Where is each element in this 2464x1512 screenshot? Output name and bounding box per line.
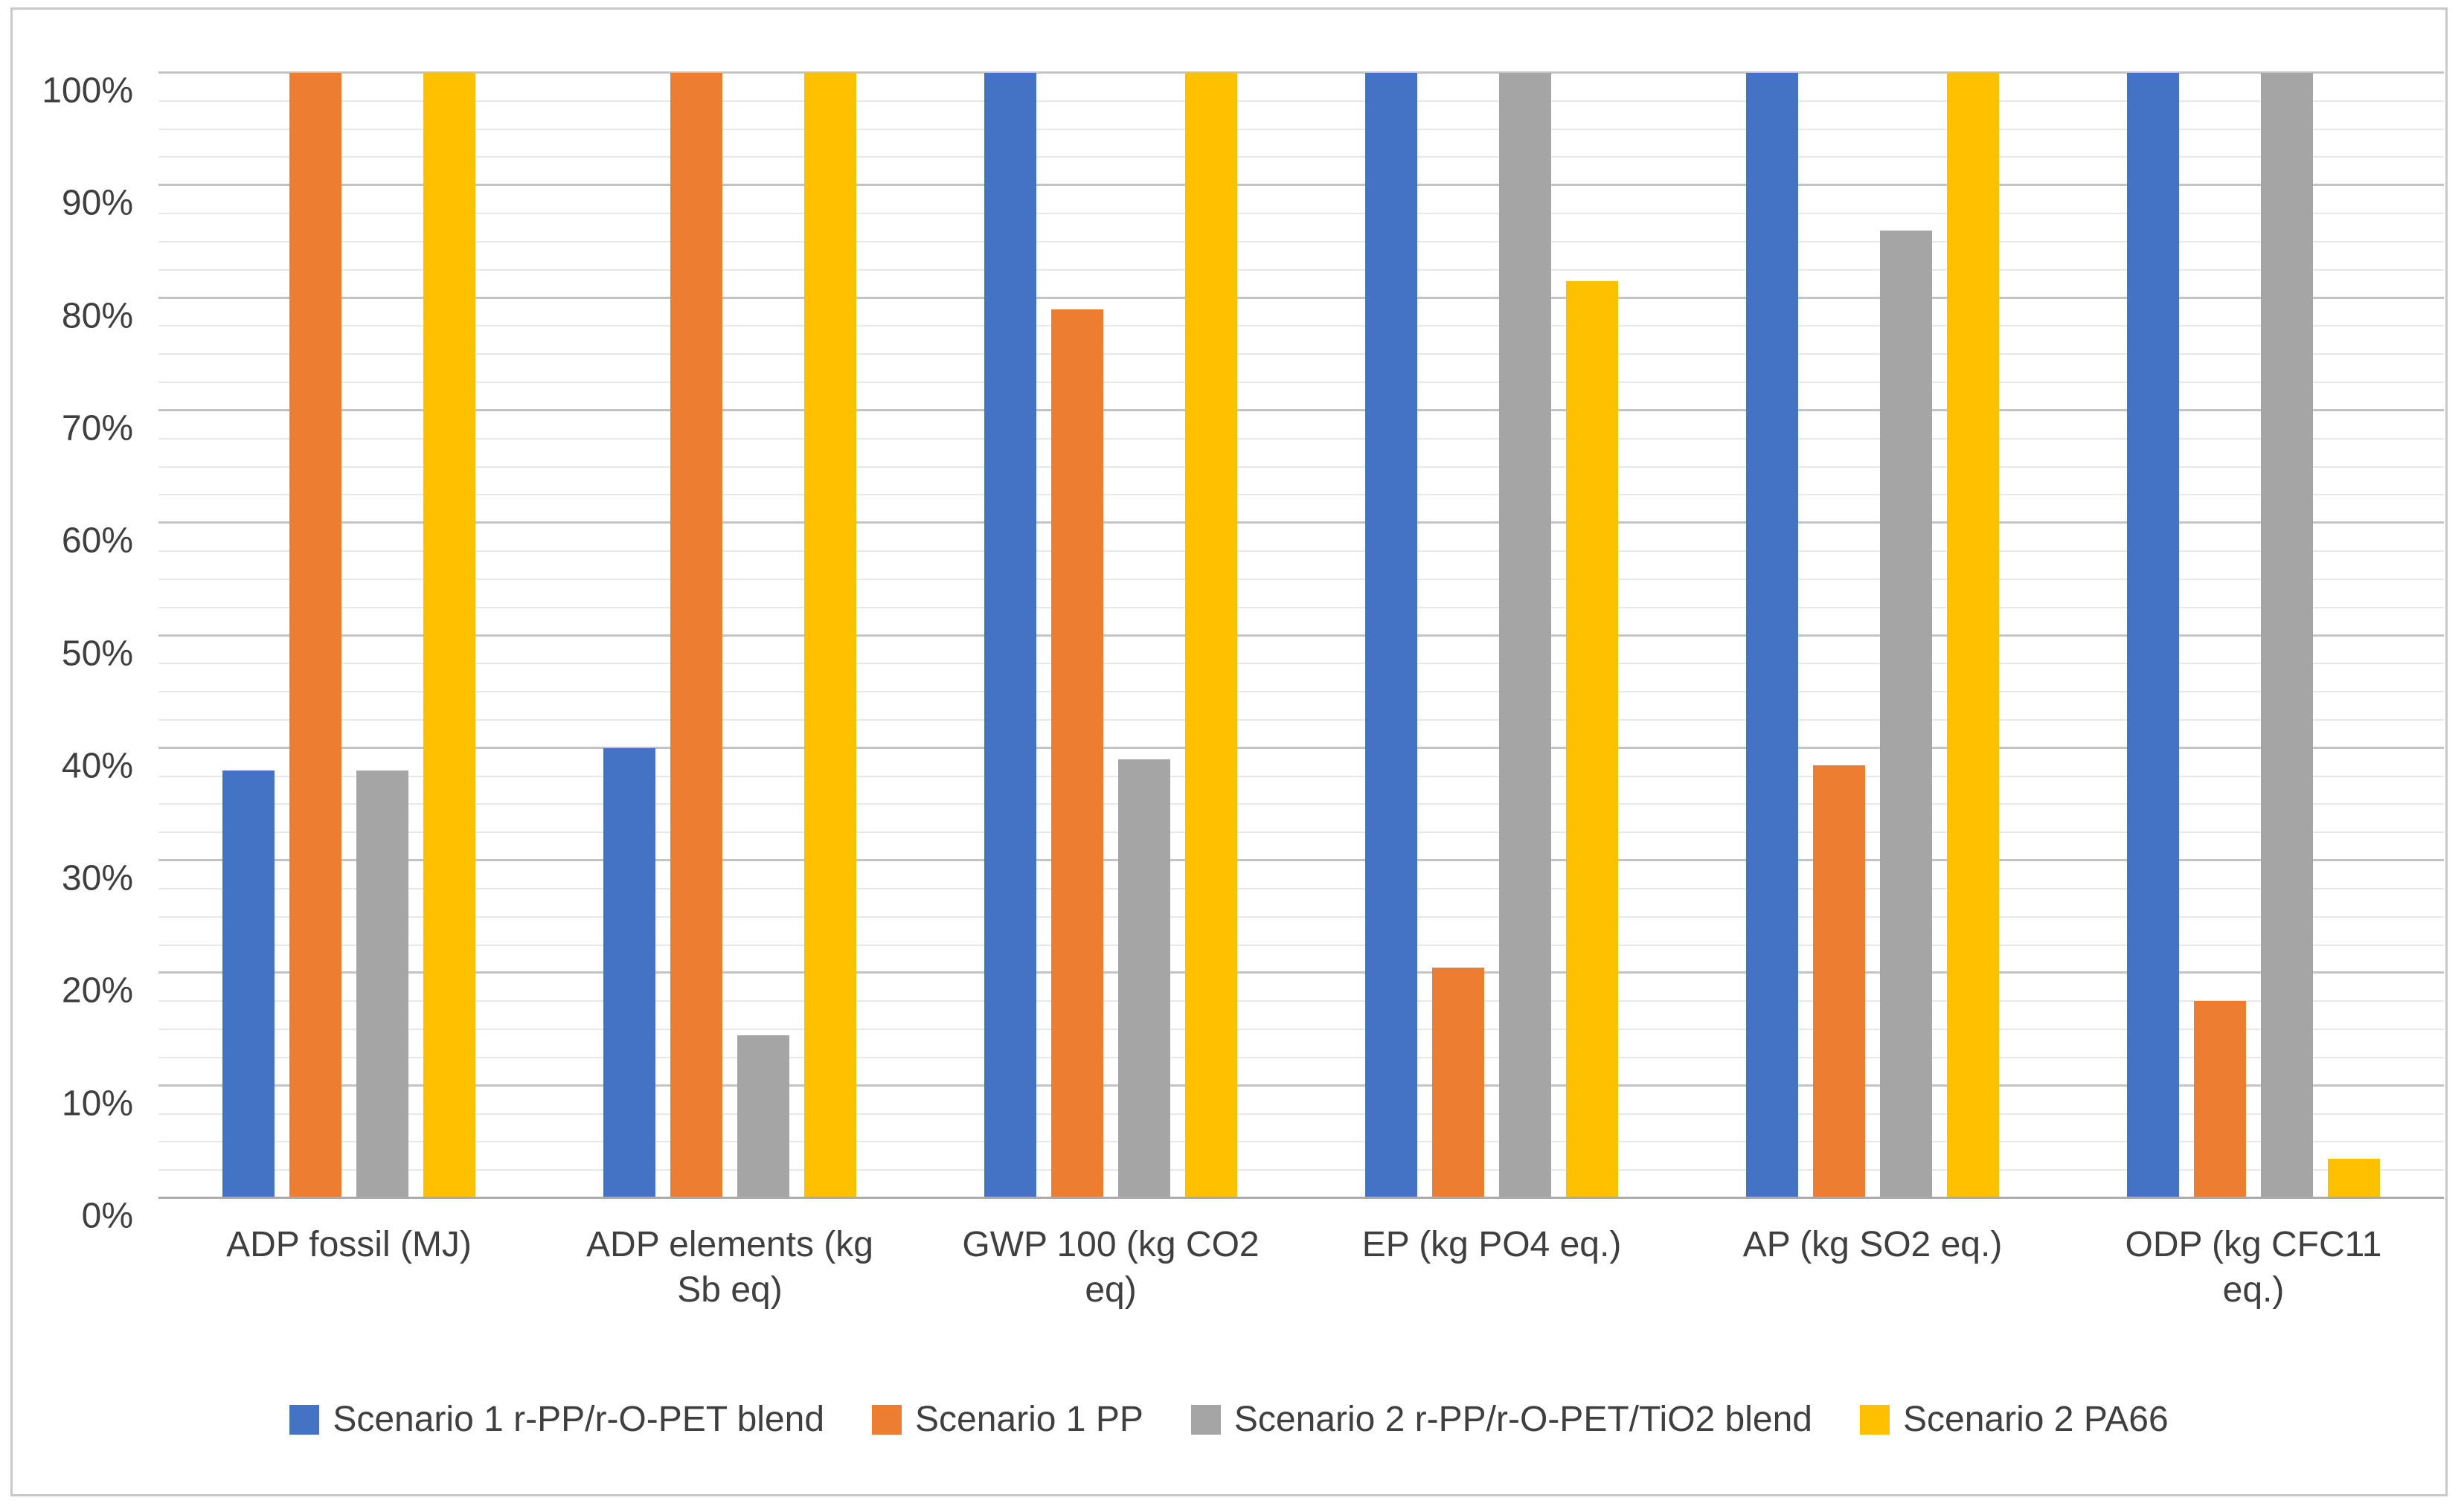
bar — [423, 73, 475, 1198]
bar — [1185, 73, 1237, 1198]
x-axis-category-label: EP (kg PO4 eq.) — [1361, 1225, 1622, 1264]
x-axis-category-label: GWP 100 (kg CO2 eq) — [962, 1225, 1260, 1310]
bar — [603, 747, 655, 1198]
bar — [1051, 309, 1103, 1198]
y-axis-tick-label: 100% — [42, 71, 133, 111]
legend-color-swatch-icon — [1860, 1404, 1890, 1435]
bar — [1947, 73, 1999, 1198]
bar — [222, 771, 275, 1198]
bar-group-1 — [158, 73, 539, 1198]
plot-area — [158, 71, 2444, 1199]
x-axis-category-label: ADP fossil (MJ) — [226, 1225, 472, 1264]
bar — [737, 1035, 789, 1198]
legend-label: Scenario 1 r-PP/r-O-PET blend — [333, 1400, 825, 1439]
bar — [2127, 73, 2179, 1198]
x-axis-label-cell: AP (kg SO2 eq.) — [1682, 1222, 2063, 1313]
bar — [2261, 73, 2313, 1198]
legend-item: Scenario 1 r-PP/r-O-PET blend — [289, 1399, 824, 1440]
y-axis-tick-labels: 0% 10% 20% 30% 40% 50% 60% 70% 80% 90% 100% — [13, 71, 133, 1236]
chart-frame: 0% 10% 20% 30% 40% 50% 60% 70% 80% 90% 100% ADP fo… — [10, 7, 2448, 1496]
bar-groups-container — [158, 73, 2444, 1198]
bar — [1566, 280, 1618, 1198]
bar — [1118, 759, 1170, 1198]
y-axis-tick-label: 30% — [61, 858, 133, 898]
bar — [1432, 967, 1484, 1198]
bar-group-4 — [1301, 73, 1682, 1198]
y-axis-tick-label: 70% — [61, 408, 133, 448]
legend-item: Scenario 2 r-PP/r-O-PET/TiO2 blend — [1190, 1399, 1812, 1440]
bar — [984, 73, 1036, 1198]
bar — [1813, 765, 1865, 1198]
x-axis-line — [158, 1197, 2444, 1199]
bar — [2328, 1159, 2380, 1198]
y-axis-tick-label: 20% — [61, 971, 133, 1011]
x-axis-label-cell: GWP 100 (kg CO2 eq) — [920, 1222, 1301, 1313]
bar — [670, 73, 722, 1198]
x-axis-category-label: ADP elements (kg Sb eq) — [586, 1225, 873, 1310]
y-axis-tick-label: 40% — [61, 746, 133, 786]
x-axis-label-cell: EP (kg PO4 eq.) — [1301, 1222, 1682, 1313]
y-axis-tick-label: 60% — [61, 521, 133, 561]
bar-group-3 — [920, 73, 1301, 1198]
legend-label: Scenario 1 PP — [915, 1400, 1143, 1439]
bar-group-2 — [539, 73, 920, 1198]
y-axis-tick-label: 80% — [61, 296, 133, 336]
x-axis-category-label: ODP (kg CFC11 eq.) — [2125, 1225, 2382, 1310]
legend-color-swatch-icon — [289, 1404, 320, 1435]
bar — [804, 73, 856, 1198]
legend-color-swatch-icon — [1190, 1404, 1221, 1435]
bar-group-5 — [1682, 73, 2063, 1198]
x-axis-category-label: AP (kg SO2 eq.) — [1742, 1225, 2003, 1264]
legend-item: Scenario 2 PA66 — [1860, 1399, 2169, 1440]
bar — [2194, 1001, 2246, 1198]
bar — [1746, 73, 1798, 1198]
chart-legend: Scenario 1 r-PP/r-O-PET blend Scenario 1 … — [13, 1399, 2445, 1440]
legend-item: Scenario 1 PP — [872, 1399, 1143, 1440]
x-axis-label-cell: ADP fossil (MJ) — [158, 1222, 539, 1313]
y-axis-tick-label: 50% — [61, 634, 133, 673]
bar — [1365, 73, 1417, 1198]
bar — [1499, 73, 1551, 1198]
bar-group-6 — [2063, 73, 2444, 1198]
x-axis-label-cell: ODP (kg CFC11 eq.) — [2063, 1222, 2444, 1313]
legend-label: Scenario 2 r-PP/r-O-PET/TiO2 blend — [1233, 1400, 1812, 1439]
x-axis-label-cell: ADP elements (kg Sb eq) — [539, 1222, 920, 1313]
y-axis-tick-label: 10% — [61, 1084, 133, 1124]
legend-color-swatch-icon — [872, 1404, 902, 1435]
legend-label: Scenario 2 PA66 — [1903, 1400, 2169, 1439]
x-axis-category-labels: ADP fossil (MJ) ADP elements (kg Sb eq) GW… — [158, 1222, 2444, 1313]
y-axis-tick-label: 90% — [61, 183, 133, 223]
bar — [356, 771, 408, 1198]
bar — [289, 73, 341, 1198]
bar — [1880, 230, 1932, 1198]
y-axis-tick-label: 0% — [81, 1196, 133, 1236]
